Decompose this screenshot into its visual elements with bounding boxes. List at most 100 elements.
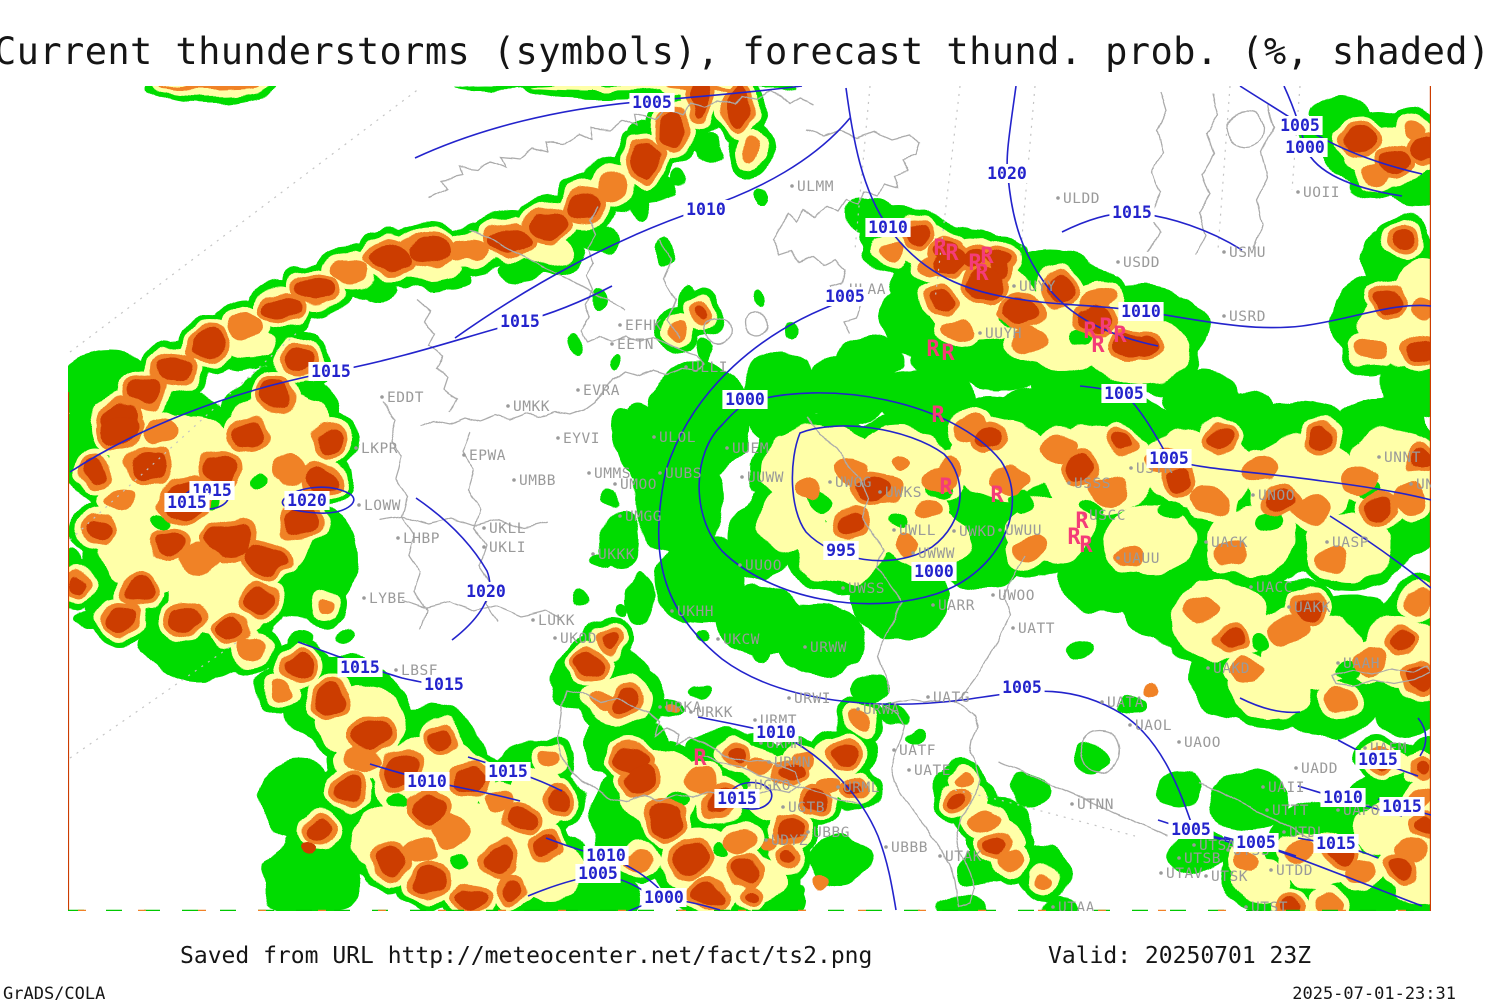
station-dot xyxy=(1082,513,1086,517)
isobar-value-label: 1005 xyxy=(1236,833,1276,852)
station-label: LHBP xyxy=(403,531,440,547)
station-dot xyxy=(790,184,794,188)
station-dot xyxy=(716,637,720,641)
thunderstorm-icon: R xyxy=(933,236,947,261)
station-label: UAII xyxy=(1268,780,1305,796)
station-dot xyxy=(740,475,744,479)
station-dot xyxy=(1336,661,1340,665)
station-label: LKPR xyxy=(361,441,398,457)
station-dot xyxy=(1129,466,1133,470)
station-label: ULLI xyxy=(691,360,728,376)
map-title: Current thunderstorms (symbols), forecas… xyxy=(0,30,1491,73)
station-label: UDYZ xyxy=(771,833,808,849)
station-dot xyxy=(926,695,930,699)
isobar-value-label: 1015 xyxy=(1316,834,1356,853)
station-dot xyxy=(670,609,674,613)
station-dot xyxy=(938,854,942,858)
isobar-value-label: 1020 xyxy=(466,582,506,601)
station-label: UACK xyxy=(1211,535,1248,551)
station-dot xyxy=(1261,785,1265,789)
station-label: UAKD xyxy=(1213,661,1250,677)
station-dot xyxy=(952,529,956,533)
station-label: UTAV xyxy=(1166,866,1203,882)
station-dot xyxy=(803,645,807,649)
station-label: UNBB xyxy=(1416,477,1453,493)
station-dot xyxy=(836,785,840,789)
station-dot xyxy=(978,331,982,335)
isobar-value-label: 1015 xyxy=(488,762,528,781)
station-dot xyxy=(1377,455,1381,459)
station-label: UACC xyxy=(1256,580,1293,596)
station-dot xyxy=(553,636,557,640)
isobar-value-label: 1005 xyxy=(1104,384,1144,403)
timestamp-text: 2025-07-01-23:31 xyxy=(1292,984,1456,1000)
station-dot xyxy=(1325,540,1329,544)
isobar-value-label: 1005 xyxy=(825,287,865,306)
station-label: UTSB xyxy=(1184,851,1221,867)
isobar-value-label: 1020 xyxy=(987,164,1027,183)
station-label: URWW xyxy=(810,640,847,656)
station-dot xyxy=(362,596,366,600)
isobar-value-label: 1000 xyxy=(914,562,954,581)
isobar-value-label: 1010 xyxy=(686,200,726,219)
station-dot xyxy=(911,551,915,555)
station-dot xyxy=(591,552,595,556)
isobar-value-label: 1020 xyxy=(287,491,327,510)
station-label: USRD xyxy=(1229,309,1266,325)
station-label: UTSK xyxy=(1211,869,1248,885)
station-label: UASP xyxy=(1332,535,1369,551)
station-label: UKCW xyxy=(723,632,760,648)
station-dot xyxy=(1012,284,1016,288)
thunderstorm-icon: R xyxy=(939,475,953,500)
station-dot xyxy=(725,446,729,450)
station-dot xyxy=(767,760,771,764)
station-label: URWI xyxy=(794,691,831,707)
thunderstorm-icon: R xyxy=(1113,323,1127,348)
valid-time-text: Valid: 20250701 23Z xyxy=(1048,943,1312,969)
station-label: UWUU xyxy=(1005,523,1042,539)
station-dot xyxy=(613,482,617,486)
thunderstorm-icon: R xyxy=(1067,525,1081,550)
station-label: UWSS xyxy=(848,581,885,597)
station-label: UATG xyxy=(933,690,970,706)
station-dot xyxy=(531,618,535,622)
station-dot xyxy=(658,705,662,709)
station-dot xyxy=(1159,871,1163,875)
station-label: UUYY xyxy=(1019,279,1056,295)
thunderstorm-icon: R xyxy=(1079,533,1093,558)
station-dot xyxy=(1070,802,1074,806)
station-dot xyxy=(1177,740,1181,744)
station-dot xyxy=(684,365,688,369)
station-dot xyxy=(892,748,896,752)
isobar-value-label: 1015 xyxy=(1112,203,1152,222)
station-label: ULDD xyxy=(1063,191,1100,207)
station-dot xyxy=(1296,190,1300,194)
station-dot xyxy=(1056,196,1060,200)
probability-shading-layer xyxy=(68,86,1431,911)
station-dot xyxy=(354,446,358,450)
station-label: USSS xyxy=(1074,476,1111,492)
thunderstorm-icon: R xyxy=(941,341,955,366)
station-dot xyxy=(396,536,400,540)
station-dot xyxy=(1128,723,1132,727)
station-dot xyxy=(394,668,398,672)
isobar-value-label: 1015 xyxy=(424,675,464,694)
station-label: UWKD xyxy=(959,524,996,540)
station-dot xyxy=(1251,493,1255,497)
station-dot xyxy=(1222,314,1226,318)
station-label: UAOO xyxy=(1184,735,1221,751)
station-label: UUOO xyxy=(745,558,782,574)
thunderstorm-icon: R xyxy=(945,241,959,266)
station-dot xyxy=(738,563,742,567)
station-dot xyxy=(1116,260,1120,264)
station-dot xyxy=(991,593,995,597)
station-dot xyxy=(1265,808,1269,812)
thunderstorm-icon: R xyxy=(926,337,940,362)
thunderstorm-icon: R xyxy=(975,261,989,286)
station-dot xyxy=(998,528,1002,532)
station-dot xyxy=(759,741,763,745)
station-label: URMN xyxy=(774,755,811,771)
